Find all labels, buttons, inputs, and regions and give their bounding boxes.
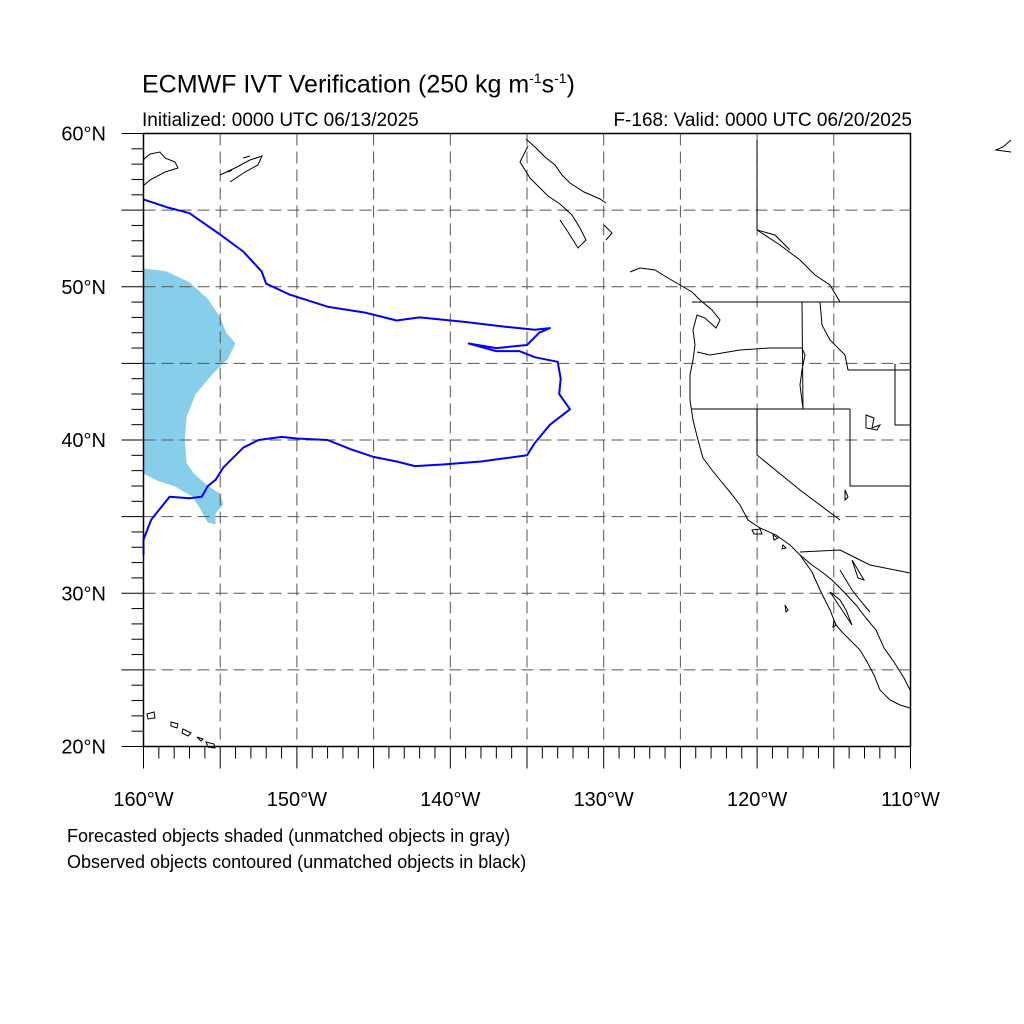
- hawaii-islands: [146, 711, 216, 749]
- lat-label: 30°N: [61, 583, 106, 605]
- state-boundaries: [692, 140, 911, 574]
- lon-label: 130°W: [574, 789, 634, 811]
- baja-islands: [751, 528, 837, 629]
- lat-label: 40°N: [61, 430, 106, 452]
- coastlines: [142, 138, 1012, 749]
- lon-label: 150°W: [267, 789, 327, 811]
- observed-ivt-contour: [142, 198, 571, 555]
- great-salt-lake: [865, 414, 882, 431]
- legend-note-observed: Observed objects contoured (unmatched ob…: [67, 852, 527, 872]
- alaska-fragment: [142, 151, 263, 187]
- forecast-ivt-object: [143, 268, 236, 525]
- lon-label: 120°W: [727, 789, 787, 811]
- lon-label: 110°W: [881, 789, 940, 811]
- coastline-north-america: [519, 138, 1012, 709]
- gulf-islands: [829, 489, 866, 626]
- lon-label: 160°W: [113, 789, 173, 811]
- lat-label: 20°N: [61, 737, 106, 759]
- map-title: ECMWF IVT Verification (250 kg m-1s-1): [142, 70, 575, 99]
- lon-label: 140°W: [420, 789, 480, 811]
- valid-time: F-168: Valid: 0000 UTC 06/20/2025: [613, 110, 912, 131]
- lat-label: 60°N: [61, 124, 106, 146]
- lat-label: 50°N: [61, 277, 106, 299]
- legend-note-forecast: Forecasted objects shaded (unmatched obj…: [67, 826, 511, 846]
- initialized-time: Initialized: 0000 UTC 06/13/2025: [142, 110, 419, 131]
